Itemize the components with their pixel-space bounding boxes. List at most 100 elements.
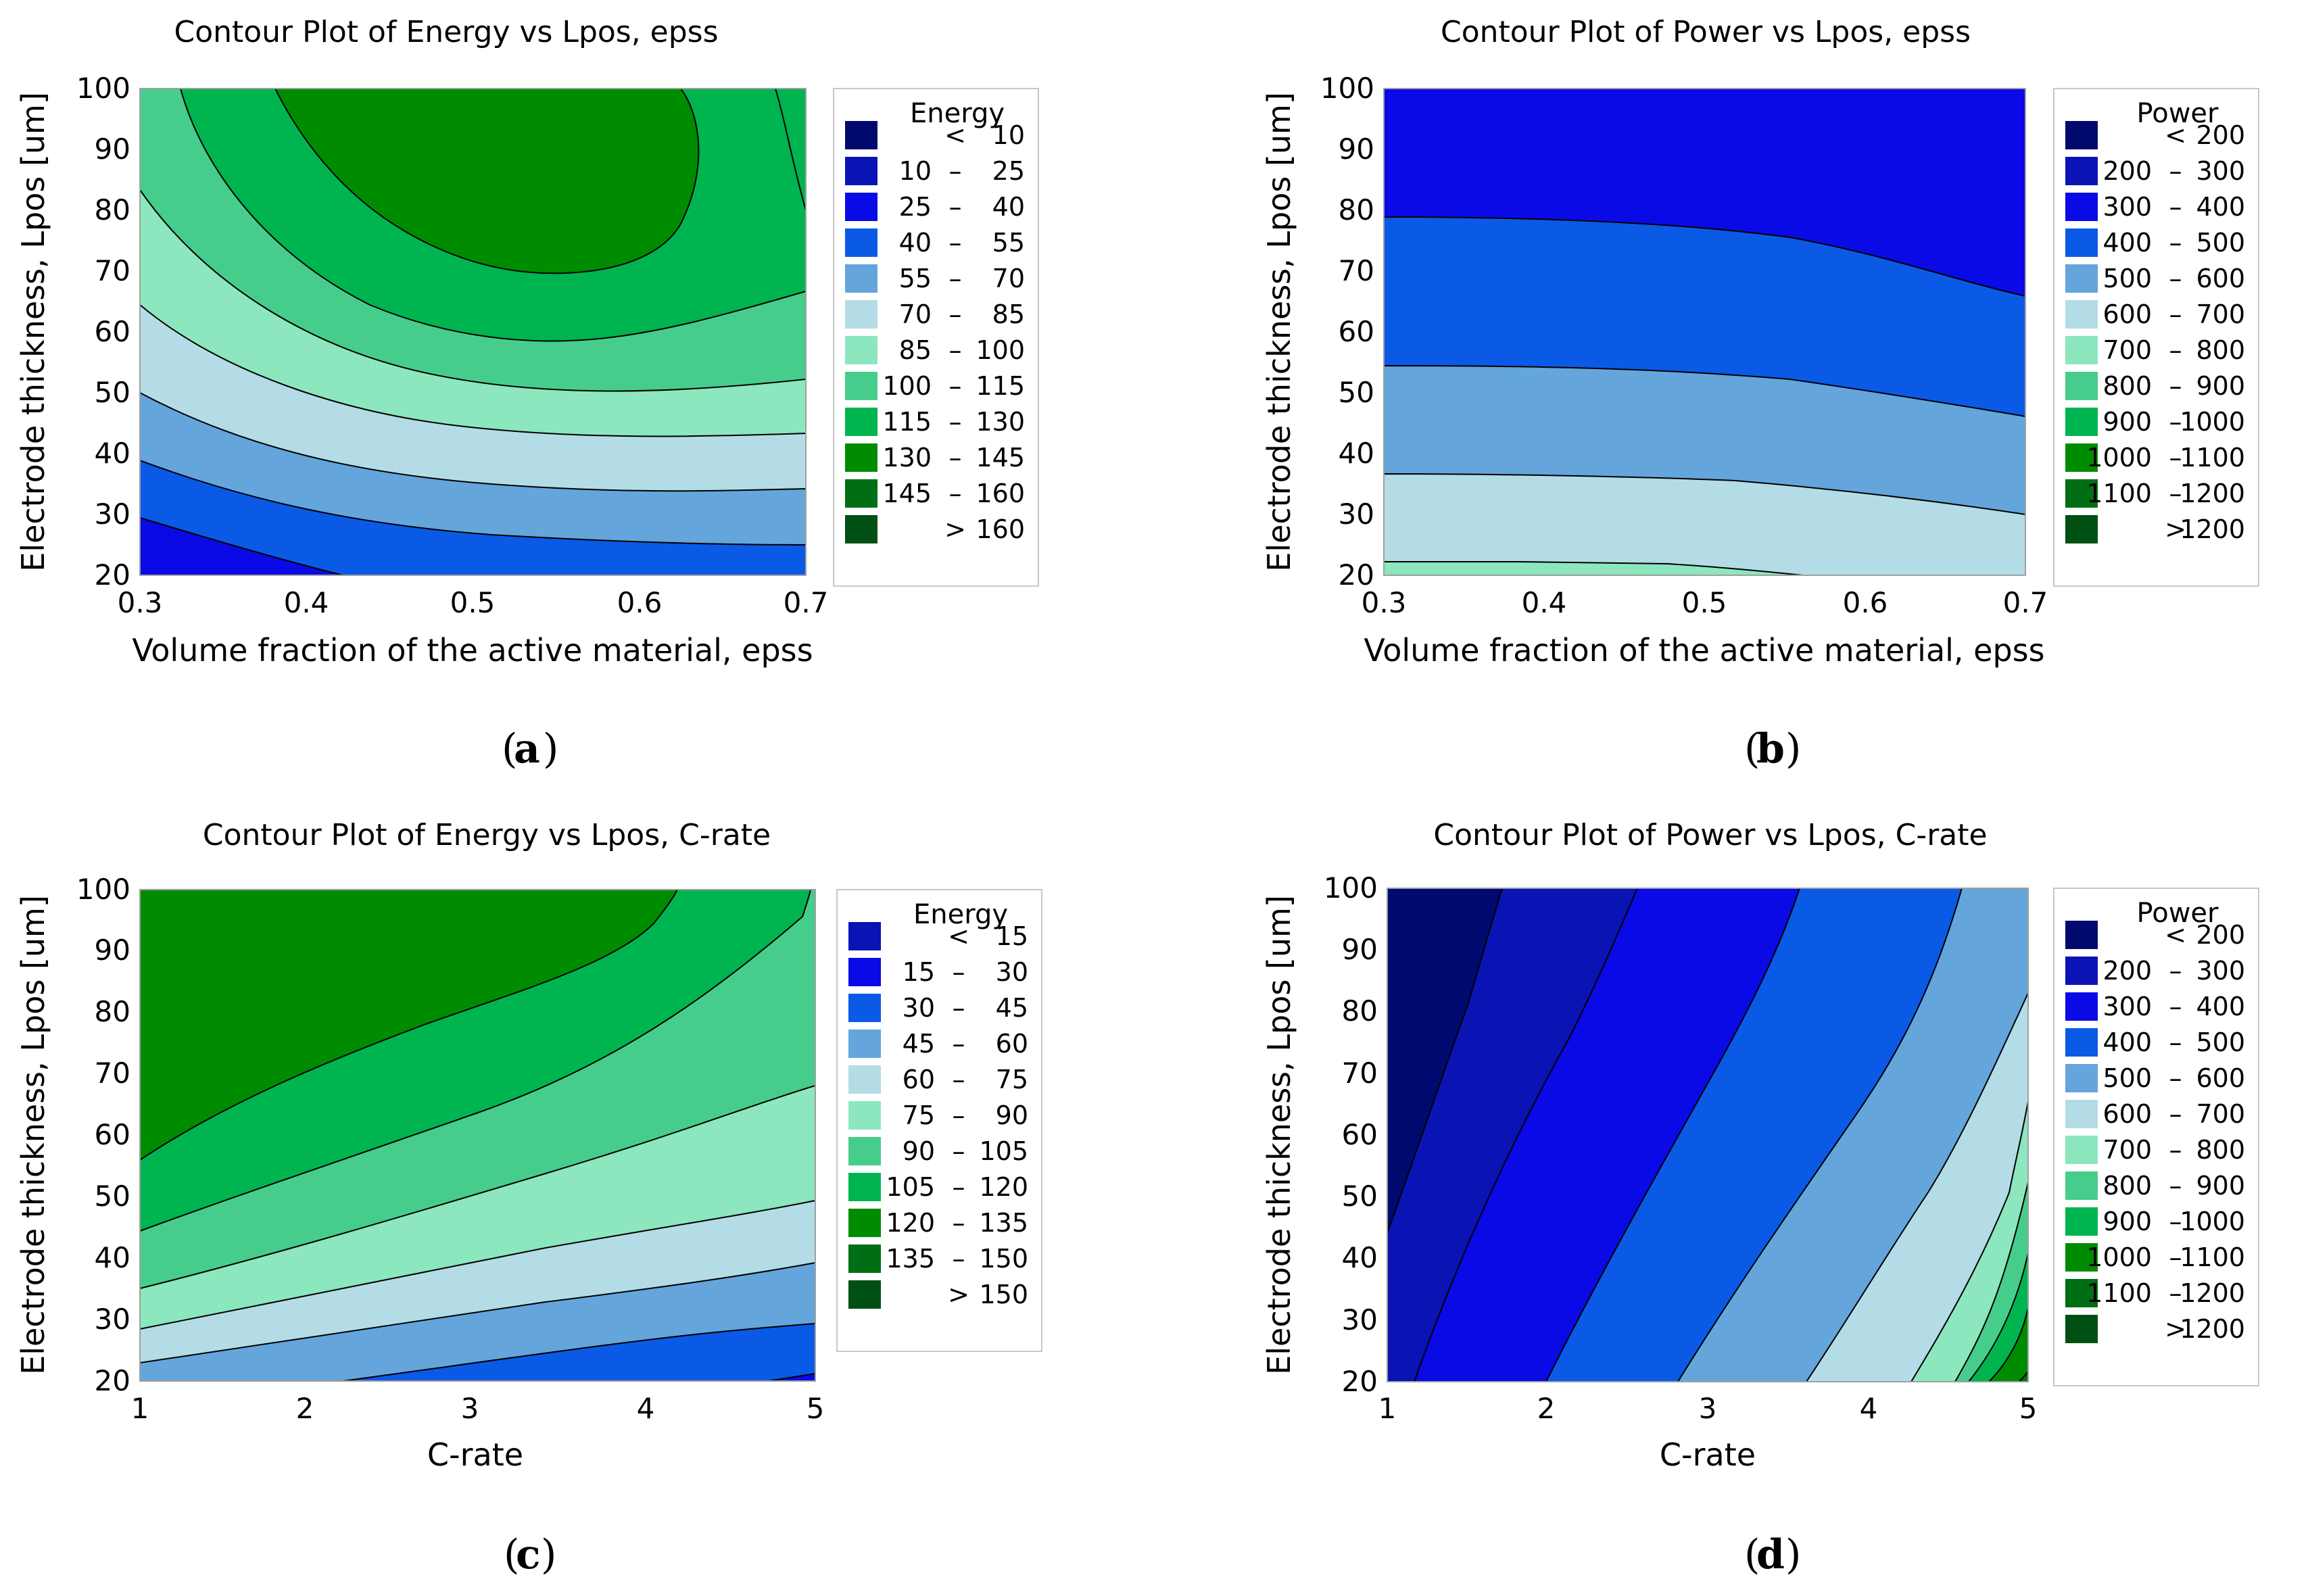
y-tick-label: 20 bbox=[1339, 558, 1374, 591]
legend-operator: – bbox=[949, 443, 962, 473]
legend-value: 90 bbox=[903, 1136, 935, 1166]
y-tick-label: 20 bbox=[95, 558, 130, 591]
caption-d: ( d ) bbox=[1744, 1531, 1801, 1578]
legend-value: 100 bbox=[976, 335, 1025, 365]
x-tick-label: 0.4 bbox=[1522, 586, 1567, 619]
legend-value: 200 bbox=[2196, 920, 2245, 950]
y-tick-label: 90 bbox=[1339, 132, 1374, 166]
svg-text:): ) bbox=[543, 725, 558, 773]
x-tick-label: 0.6 bbox=[1843, 586, 1888, 619]
legend-value: 145 bbox=[976, 443, 1025, 473]
legend-value: 200 bbox=[2102, 956, 2152, 986]
legend-operator: > bbox=[2165, 514, 2186, 544]
legend-operator: – bbox=[2169, 1099, 2182, 1129]
legend-value: 900 bbox=[2196, 1171, 2245, 1201]
contour-band-c bbox=[768, 1372, 815, 1381]
legend-value: 500 bbox=[2196, 1027, 2245, 1057]
legend-swatch bbox=[2065, 1100, 2098, 1128]
caption-c: ( c ) bbox=[504, 1531, 556, 1578]
legend-value: 15 bbox=[903, 957, 935, 987]
x-tick-label: 1 bbox=[1378, 1392, 1397, 1425]
legend-value: 600 bbox=[2196, 1063, 2245, 1093]
legend-value: 1200 bbox=[2180, 1278, 2245, 1308]
legend-value: 900 bbox=[2102, 1207, 2152, 1236]
legend-value: 145 bbox=[882, 479, 932, 508]
x-axis-d: 1 2 3 4 5 C-rate bbox=[1378, 1392, 2038, 1473]
legend-operator: – bbox=[949, 407, 962, 437]
legend-operator: – bbox=[2169, 956, 2182, 986]
legend-value: 70 bbox=[899, 299, 932, 329]
y-tick-label: 40 bbox=[1342, 1241, 1378, 1274]
legend-operator: > bbox=[944, 514, 966, 544]
x-axis-label-b: Volume fraction of the active material, … bbox=[1364, 632, 2044, 669]
x-tick-label: 0.5 bbox=[1682, 586, 1727, 619]
legend-operator: < bbox=[948, 921, 969, 951]
legend-title: Power bbox=[2137, 98, 2219, 129]
legend-value: 10 bbox=[992, 120, 1025, 150]
legend-swatch bbox=[2065, 1207, 2098, 1236]
x-tick-label: 5 bbox=[2019, 1392, 2038, 1425]
legend-swatch bbox=[2065, 408, 2098, 436]
plot-area-b bbox=[1383, 88, 2026, 576]
svg-text:(: ( bbox=[1744, 1531, 1760, 1578]
legend-value: 600 bbox=[2102, 1099, 2152, 1129]
legend-swatch bbox=[848, 1030, 881, 1058]
y-axis-d: 20 30 40 50 60 70 80 90 100 Electrode th… bbox=[1261, 871, 1378, 1398]
y-tick-label: 20 bbox=[1342, 1365, 1378, 1398]
y-tick-label: 90 bbox=[1342, 933, 1378, 966]
legend-value: 115 bbox=[976, 371, 1025, 401]
y-tick-label: 80 bbox=[1342, 994, 1378, 1027]
legend-title: Energy bbox=[913, 899, 1008, 930]
legend-swatch bbox=[845, 443, 877, 472]
plot-area-d bbox=[1387, 888, 2029, 1382]
legend-value: 160 bbox=[976, 514, 1025, 544]
x-tick-label: 3 bbox=[1699, 1392, 1717, 1425]
panel-d: Contour Plot of Power vs Lpos, C-rate 20… bbox=[1261, 818, 2259, 1578]
legend-swatch bbox=[845, 336, 877, 364]
caption-letter-b: b bbox=[1756, 725, 1785, 773]
legend-value: 700 bbox=[2196, 299, 2245, 329]
legend-value: 800 bbox=[2102, 1171, 2152, 1201]
legend-value: 15 bbox=[996, 921, 1028, 951]
legend-swatch bbox=[845, 193, 877, 221]
legend-operator: – bbox=[953, 957, 965, 987]
y-tick-label: 30 bbox=[1339, 498, 1374, 531]
legend-swatch bbox=[848, 994, 881, 1022]
legend-operator: – bbox=[949, 264, 962, 293]
legend-swatch bbox=[845, 408, 877, 436]
svg-text:): ) bbox=[1785, 725, 1801, 773]
y-tick-label: 80 bbox=[1339, 193, 1374, 226]
x-tick-label: 2 bbox=[1537, 1392, 1556, 1425]
legend-swatch bbox=[2065, 336, 2098, 364]
legend-swatch bbox=[2065, 121, 2098, 149]
y-tick-label: 40 bbox=[95, 1241, 130, 1274]
legend-value: 75 bbox=[903, 1101, 935, 1130]
y-axis-label-a: Electrode thickness, Lpos [um] bbox=[15, 92, 51, 572]
legend-value: 150 bbox=[979, 1280, 1028, 1309]
svg-text:(: ( bbox=[504, 1531, 519, 1578]
legend-value: 85 bbox=[992, 299, 1025, 329]
legend-value: 1000 bbox=[2086, 443, 2152, 473]
legend-swatch bbox=[2065, 992, 2098, 1021]
legend-value: 130 bbox=[882, 443, 932, 473]
legend-value: 105 bbox=[979, 1136, 1028, 1166]
legend-swatch bbox=[2065, 921, 2098, 949]
legend-value: 130 bbox=[976, 407, 1025, 437]
legend-value: 135 bbox=[886, 1244, 935, 1274]
panel-b: Contour Plot of Power vs Lpos, epss 20 3… bbox=[1261, 15, 2259, 773]
legend-swatch bbox=[848, 1280, 881, 1309]
legend-value: 1100 bbox=[2180, 1242, 2245, 1272]
x-tick-label: 0.7 bbox=[784, 586, 829, 619]
legend-swatch bbox=[848, 1173, 881, 1201]
legend-value: 300 bbox=[2102, 192, 2152, 222]
chart-title-b: Contour Plot of Power vs Lpos, epss bbox=[1441, 15, 1971, 49]
x-tick-label: 1 bbox=[131, 1392, 149, 1425]
x-tick-label: 0.7 bbox=[2003, 586, 2048, 619]
legend-operator: – bbox=[2169, 371, 2182, 401]
legend-operator: < bbox=[2165, 120, 2186, 150]
svg-text:): ) bbox=[541, 1531, 556, 1578]
legend-operator: – bbox=[2169, 407, 2182, 437]
contour-band-d bbox=[2018, 1370, 2028, 1382]
y-tick-label: 90 bbox=[95, 934, 130, 967]
legend-operator: < bbox=[944, 120, 966, 150]
